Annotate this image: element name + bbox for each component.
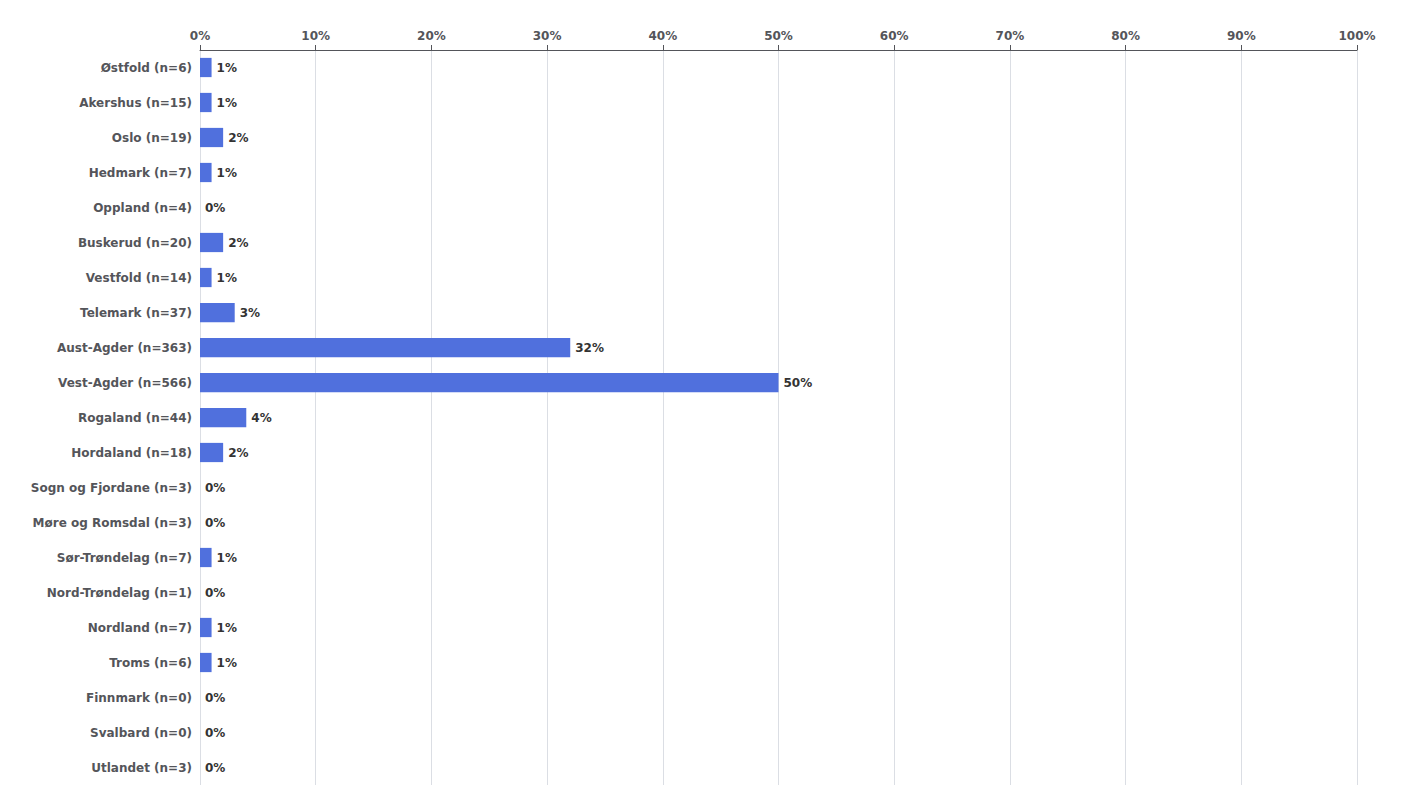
svg-text:2%: 2% bbox=[228, 236, 248, 250]
svg-text:1%: 1% bbox=[217, 551, 237, 565]
svg-text:Møre og Romsdal (n=3): Møre og Romsdal (n=3) bbox=[33, 516, 192, 530]
svg-text:0%: 0% bbox=[205, 726, 225, 740]
svg-text:2%: 2% bbox=[228, 446, 248, 460]
svg-text:Rogaland (n=44): Rogaland (n=44) bbox=[78, 411, 192, 425]
svg-text:Akershus (n=15): Akershus (n=15) bbox=[79, 96, 192, 110]
svg-text:70%: 70% bbox=[996, 29, 1025, 43]
svg-text:Aust-Agder (n=363): Aust-Agder (n=363) bbox=[57, 341, 192, 355]
svg-text:50%: 50% bbox=[764, 29, 793, 43]
svg-text:Vestfold (n=14): Vestfold (n=14) bbox=[86, 271, 192, 285]
svg-text:20%: 20% bbox=[417, 29, 446, 43]
svg-text:Nord-Trøndelag (n=1): Nord-Trøndelag (n=1) bbox=[47, 586, 192, 600]
svg-text:0%: 0% bbox=[205, 691, 225, 705]
svg-text:1%: 1% bbox=[217, 61, 237, 75]
svg-text:1%: 1% bbox=[217, 96, 237, 110]
svg-text:Oppland (n=4): Oppland (n=4) bbox=[93, 201, 192, 215]
svg-text:2%: 2% bbox=[228, 131, 248, 145]
svg-text:0%: 0% bbox=[205, 201, 225, 215]
svg-text:Utlandet (n=3): Utlandet (n=3) bbox=[91, 761, 192, 775]
svg-text:Hordaland (n=18): Hordaland (n=18) bbox=[71, 446, 192, 460]
svg-text:1%: 1% bbox=[217, 166, 237, 180]
svg-text:0%: 0% bbox=[205, 586, 225, 600]
svg-text:Østfold (n=6): Østfold (n=6) bbox=[101, 61, 192, 75]
svg-text:Telemark (n=37): Telemark (n=37) bbox=[80, 306, 192, 320]
svg-text:10%: 10% bbox=[301, 29, 330, 43]
svg-text:Finnmark (n=0): Finnmark (n=0) bbox=[86, 691, 192, 705]
svg-text:Oslo (n=19): Oslo (n=19) bbox=[112, 131, 192, 145]
svg-text:32%: 32% bbox=[575, 341, 604, 355]
svg-text:4%: 4% bbox=[251, 411, 271, 425]
svg-text:30%: 30% bbox=[533, 29, 562, 43]
svg-text:Vest-Agder (n=566): Vest-Agder (n=566) bbox=[58, 376, 192, 390]
svg-text:50%: 50% bbox=[784, 376, 813, 390]
svg-text:90%: 90% bbox=[1227, 29, 1256, 43]
svg-text:80%: 80% bbox=[1111, 29, 1140, 43]
svg-text:0%: 0% bbox=[205, 516, 225, 530]
svg-text:Sogn og Fjordane (n=3): Sogn og Fjordane (n=3) bbox=[31, 481, 192, 495]
svg-text:0%: 0% bbox=[205, 481, 225, 495]
svg-text:Sør-Trøndelag (n=7): Sør-Trøndelag (n=7) bbox=[57, 551, 192, 565]
svg-text:Hedmark (n=7): Hedmark (n=7) bbox=[89, 166, 192, 180]
svg-text:0%: 0% bbox=[190, 29, 210, 43]
svg-text:1%: 1% bbox=[217, 271, 237, 285]
svg-text:Nordland (n=7): Nordland (n=7) bbox=[88, 621, 192, 635]
svg-text:Troms (n=6): Troms (n=6) bbox=[109, 656, 192, 670]
svg-text:Svalbard (n=0): Svalbard (n=0) bbox=[90, 726, 192, 740]
svg-text:1%: 1% bbox=[217, 621, 237, 635]
svg-text:0%: 0% bbox=[205, 761, 225, 775]
svg-text:100%: 100% bbox=[1338, 29, 1375, 43]
svg-text:1%: 1% bbox=[217, 656, 237, 670]
svg-text:Buskerud (n=20): Buskerud (n=20) bbox=[78, 236, 192, 250]
svg-text:60%: 60% bbox=[880, 29, 909, 43]
svg-text:3%: 3% bbox=[240, 306, 260, 320]
svg-text:40%: 40% bbox=[648, 29, 677, 43]
